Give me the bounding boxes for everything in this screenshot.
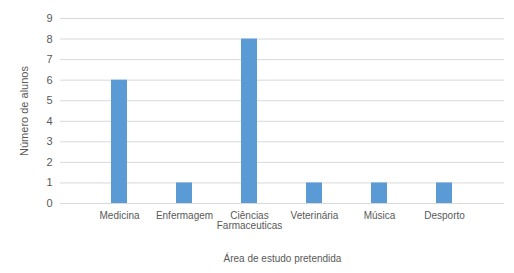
svg-text:1: 1 bbox=[46, 176, 52, 188]
svg-text:Desporto: Desporto bbox=[424, 210, 465, 221]
svg-text:Número de alunos: Número de alunos bbox=[18, 66, 30, 156]
svg-text:2: 2 bbox=[46, 156, 52, 168]
svg-text:Veterinária: Veterinária bbox=[291, 210, 339, 221]
svg-text:7: 7 bbox=[46, 53, 52, 65]
svg-text:5: 5 bbox=[46, 94, 52, 106]
svg-text:4: 4 bbox=[46, 115, 52, 127]
svg-text:3: 3 bbox=[46, 135, 52, 147]
svg-text:Medicina: Medicina bbox=[99, 210, 139, 221]
svg-text:6: 6 bbox=[46, 74, 52, 86]
svg-text:CiênciasFarmaceuticas: CiênciasFarmaceuticas bbox=[217, 210, 283, 231]
svg-text:Música: Música bbox=[364, 210, 396, 221]
svg-text:0: 0 bbox=[46, 197, 52, 209]
svg-text:Área de estudo pretendida: Área de estudo pretendida bbox=[224, 252, 342, 264]
svg-text:9: 9 bbox=[46, 12, 52, 24]
svg-text:8: 8 bbox=[46, 33, 52, 45]
svg-text:Enfermagem: Enfermagem bbox=[156, 210, 213, 221]
